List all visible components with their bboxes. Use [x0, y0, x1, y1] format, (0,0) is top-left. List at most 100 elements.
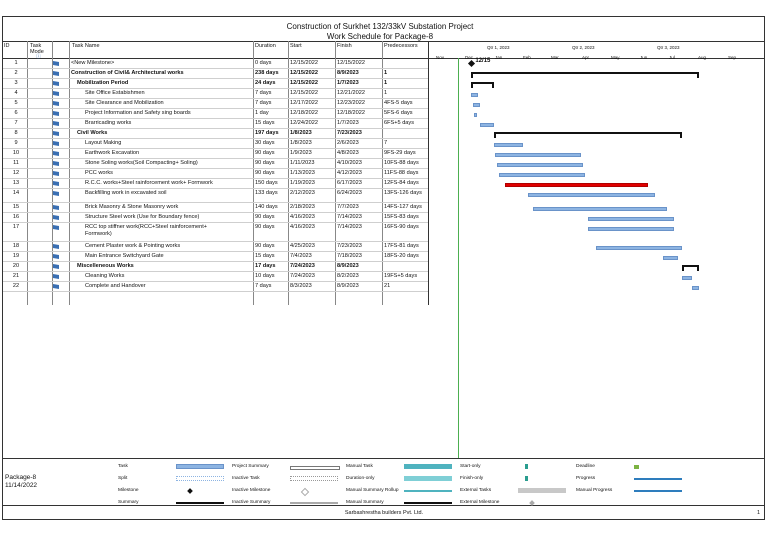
col-header-id[interactable]: ID: [4, 43, 10, 49]
task-bar[interactable]: [527, 193, 655, 197]
task-finish[interactable]: 4/12/2023: [337, 170, 362, 176]
task-start[interactable]: 8/3/2023: [290, 283, 312, 289]
task-predecessors[interactable]: 12FS-84 days: [384, 180, 419, 186]
task-name[interactable]: Mobilization Period: [71, 80, 128, 87]
task-predecessors[interactable]: 11FS-88 days: [384, 170, 419, 176]
summary-bar[interactable]: [494, 132, 683, 138]
task-duration[interactable]: 197 days: [255, 130, 279, 136]
task-name[interactable]: Project Information and Safety sing boar…: [71, 110, 191, 117]
task-row[interactable]: 8 Civil Works 197 days 1/8/2023 7/23/2023: [3, 129, 428, 139]
task-row[interactable]: 4 Site Office Estabishmen 7 days 12/15/2022…: [3, 89, 428, 99]
task-bar[interactable]: [479, 123, 495, 127]
task-finish[interactable]: 1/7/2023: [337, 120, 359, 126]
task-bar[interactable]: [663, 256, 678, 260]
task-predecessors[interactable]: 5FS-6 days: [384, 110, 413, 116]
task-start[interactable]: 1/11/2023: [290, 160, 315, 166]
col-header-predecessors[interactable]: Predecessors: [384, 43, 418, 49]
task-start[interactable]: 1/19/2023: [290, 180, 315, 186]
task-duration[interactable]: 90 days: [255, 224, 275, 230]
task-predecessors[interactable]: 16FS-90 days: [384, 224, 419, 230]
task-bar[interactable]: [474, 113, 478, 117]
task-predecessors[interactable]: 9FS-29 days: [384, 150, 416, 156]
task-row[interactable]: 18 Cement Plaster work & Pointing works 90…: [3, 242, 428, 252]
task-start[interactable]: 4/16/2023: [290, 224, 315, 230]
summary-bar[interactable]: [471, 82, 495, 88]
task-predecessors[interactable]: 21: [384, 283, 391, 289]
task-finish[interactable]: 8/9/2023: [337, 283, 359, 289]
task-row[interactable]: 1 <New Milestone> 0 days 12/15/2022 12/15/20…: [3, 59, 428, 69]
task-duration[interactable]: 7 days: [255, 90, 272, 96]
task-name[interactable]: PCC works: [71, 170, 113, 177]
task-row[interactable]: 9 Layout Making 30 days 1/8/2023 2/6/2023 7: [3, 139, 428, 149]
task-finish[interactable]: 7/14/2023: [337, 224, 362, 230]
task-start[interactable]: 12/15/2022: [290, 70, 318, 76]
task-start[interactable]: 1/8/2023: [290, 140, 312, 146]
task-finish[interactable]: 12/18/2022: [337, 110, 365, 116]
task-name[interactable]: Miscelleneous Works: [71, 263, 134, 270]
col-header-name[interactable]: Task Name: [72, 43, 100, 49]
task-duration[interactable]: 140 days: [255, 204, 278, 210]
task-start[interactable]: 12/17/2022: [290, 100, 318, 106]
task-bar[interactable]: [471, 93, 479, 97]
task-row[interactable]: 14 Backfilling work in excavated soil 133 …: [3, 189, 428, 203]
task-predecessors[interactable]: 18FS-20 days: [384, 253, 419, 259]
col-header-start[interactable]: Start: [290, 43, 302, 49]
task-predecessors[interactable]: 1: [384, 90, 388, 96]
task-finish[interactable]: 7/23/2023: [337, 130, 362, 136]
task-duration[interactable]: 15 days: [255, 120, 275, 126]
task-predecessors[interactable]: 17FS-81 days: [384, 243, 419, 249]
task-name[interactable]: Civil Works: [71, 130, 107, 137]
task-duration[interactable]: 1 day: [255, 110, 269, 116]
task-row[interactable]: 17 RCC top stiffner work(RCC+Steel rainfo…: [3, 223, 428, 242]
task-bar[interactable]: [587, 217, 674, 221]
task-duration[interactable]: 7 days: [255, 100, 272, 106]
task-start[interactable]: 12/15/2022: [290, 80, 318, 86]
task-finish[interactable]: 12/21/2022: [337, 90, 365, 96]
summary-bar[interactable]: [682, 265, 699, 271]
task-start[interactable]: 12/24/2022: [290, 120, 318, 126]
col-header-finish[interactable]: Finish: [337, 43, 352, 49]
task-bar[interactable]: [587, 227, 674, 231]
task-finish[interactable]: 4/8/2023: [337, 150, 359, 156]
task-bar[interactable]: [691, 286, 699, 290]
task-bar[interactable]: [499, 173, 585, 177]
task-row[interactable]: 11 Stone Soling works(Soil Compacting+ So…: [3, 159, 428, 169]
task-duration[interactable]: 10 days: [255, 273, 275, 279]
task-name[interactable]: Earthwork Excavation: [71, 150, 139, 157]
task-bar[interactable]: [473, 103, 480, 107]
task-predecessors[interactable]: 6FS+5 days: [384, 120, 415, 126]
task-name[interactable]: <New Milestone>: [71, 60, 114, 67]
task-row[interactable]: 16 Structure Steel work (Use for Boundary…: [3, 213, 428, 223]
summary-bar[interactable]: [471, 72, 699, 78]
task-name[interactable]: Site Office Estabishmen: [71, 90, 145, 97]
task-finish[interactable]: 4/10/2023: [337, 160, 362, 166]
task-name[interactable]: Brick Masonry & Stone Masonry work: [71, 204, 178, 211]
task-row[interactable]: 12 PCC works 90 days 1/13/2023 4/12/2023 11FS…: [3, 169, 428, 179]
task-name[interactable]: Cement Plaster work & Pointing works: [71, 243, 180, 250]
task-bar[interactable]: [533, 207, 668, 211]
task-predecessors[interactable]: 13FS-126 days: [384, 190, 422, 196]
task-duration[interactable]: 30 days: [255, 140, 275, 146]
task-predecessors[interactable]: 10FS-88 days: [384, 160, 419, 166]
task-start[interactable]: 7/24/2023: [290, 273, 315, 279]
task-duration[interactable]: 90 days: [255, 160, 275, 166]
task-start[interactable]: 12/18/2022: [290, 110, 318, 116]
task-row[interactable]: 19 Main Entrance Switchyard Gate 15 days 7/…: [3, 252, 428, 262]
task-name[interactable]: RCC top stiffner work(RCC+Steel rainforc…: [71, 224, 207, 238]
task-finish[interactable]: 7/7/2023: [337, 204, 359, 210]
task-start[interactable]: 12/15/2022: [290, 60, 318, 66]
task-row[interactable]: 7 Brarricading works 15 days 12/24/2022 1/7/…: [3, 119, 428, 129]
task-row[interactable]: 15 Brick Masonry & Stone Masonry work 140 …: [3, 203, 428, 213]
task-finish[interactable]: 6/17/2023: [337, 180, 362, 186]
task-finish[interactable]: 7/18/2023: [337, 253, 362, 259]
task-start[interactable]: 2/12/2023: [290, 190, 315, 196]
task-name[interactable]: Cleaning Works: [71, 273, 124, 280]
task-duration[interactable]: 7 days: [255, 283, 272, 289]
task-start[interactable]: 1/13/2023: [290, 170, 315, 176]
task-name[interactable]: Stone Soling works(Soil Compacting+ Soli…: [71, 160, 198, 167]
task-duration[interactable]: 15 days: [255, 253, 275, 259]
task-start[interactable]: 7/4/2023: [290, 253, 312, 259]
task-finish[interactable]: 1/7/2023: [337, 80, 359, 86]
task-duration[interactable]: 0 days: [255, 60, 272, 66]
task-row[interactable]: 5 Site Clearance and Mobilization 7 days 12…: [3, 99, 428, 109]
